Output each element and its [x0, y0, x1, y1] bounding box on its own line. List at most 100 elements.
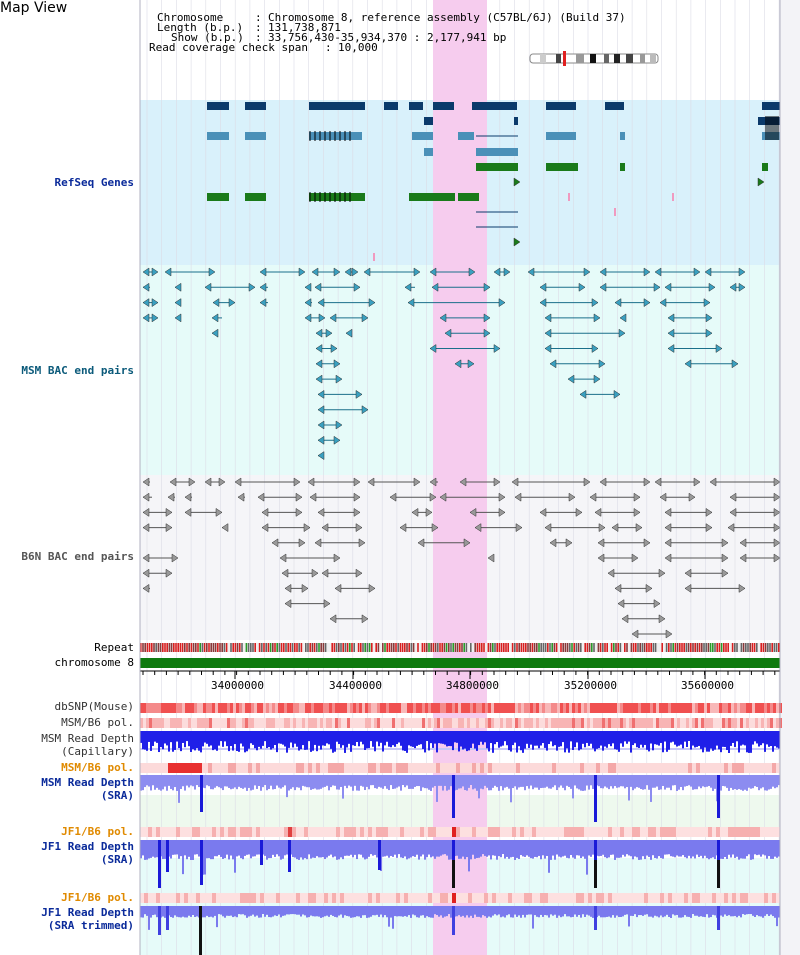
msm-depth-sra-bar	[580, 775, 582, 791]
msm-depth-cap-bar	[582, 731, 584, 744]
msm-depth-cap-bar	[486, 731, 488, 749]
msm-pol-bin	[542, 718, 545, 728]
msm-depth-cap-bar	[300, 731, 302, 750]
jf1-pol2-bin	[264, 893, 268, 903]
jf1-trim-bar	[586, 906, 588, 915]
jf1-trim-bar	[524, 906, 526, 918]
msm-depth-sra-bar	[392, 775, 394, 790]
dbsnp-bin	[428, 703, 431, 713]
repeat-element	[617, 643, 619, 652]
track-label-msm-bac[interactable]: MSM BAC end pairs	[21, 364, 134, 377]
msm-depth-sra-spike	[200, 775, 203, 812]
jf1-trim-bar	[186, 906, 188, 918]
track-label-jf1-pol[interactable]: JF1/B6 pol.	[61, 825, 134, 838]
msm-depth-cap-bar	[468, 731, 470, 751]
track-label-jf1-depth[interactable]: JF1 Read Depth	[41, 840, 134, 853]
msm-pol-bin	[380, 718, 383, 728]
jf1-pol2-bin	[580, 893, 584, 903]
track-label-dbsnp[interactable]: dbSNP(Mouse)	[54, 700, 134, 713]
track-label-msm-pol[interactable]: MSM/B6 pol.	[61, 716, 134, 729]
msm-depth-cap-bar	[530, 731, 532, 745]
jf1-pol-bin	[360, 827, 364, 837]
jf1-trim-bar	[494, 906, 496, 915]
msm-depth-cap-bar	[614, 731, 616, 750]
repeat-element	[753, 643, 756, 652]
msm-depth-cap-bar	[516, 731, 518, 753]
repeat-element	[659, 643, 661, 652]
jf1-pol-bin	[416, 827, 420, 837]
msm-pol2-bin	[204, 763, 208, 773]
jf1-trim-bar	[266, 906, 268, 915]
repeat-element	[676, 643, 679, 652]
jf1-depth-bar	[316, 840, 318, 857]
msm-pol-bin	[740, 718, 743, 728]
jf1-pol-bin	[600, 827, 604, 837]
msm-depth-sra-bar	[700, 775, 702, 789]
track-label-msm-depth-cap[interactable]: MSM Read Depth	[41, 732, 134, 745]
jf1-pol-bin	[404, 827, 408, 837]
track-label-msm-pol-2[interactable]: MSM/B6 pol.	[61, 761, 134, 774]
track-label-repeat[interactable]: Repeat	[94, 641, 134, 654]
track-label-b6n-bac[interactable]: B6N BAC end pairs	[21, 550, 134, 563]
jf1-pol2-bin	[140, 893, 144, 903]
msm-pol-bin	[602, 718, 605, 728]
msm-pol-bin	[521, 718, 524, 728]
jf1-pol-bin	[400, 827, 404, 837]
jf1-pol2-bin	[620, 893, 624, 903]
repeat-element	[274, 643, 276, 652]
msm-depth-sra-bar	[662, 775, 664, 786]
dbsnp-bin	[668, 703, 671, 713]
jf1-trim-bar	[480, 906, 482, 918]
b6n-bac-end	[399, 523, 407, 533]
jf1-trim-bar	[462, 906, 464, 916]
msm-depth-sra-bar	[734, 775, 736, 790]
msm-pol-bin	[278, 718, 281, 728]
repeat-element	[195, 643, 197, 652]
track-label-msm-depth-sra[interactable]: MSM Read Depth	[41, 776, 134, 789]
msm-depth-sra-bar	[522, 775, 524, 787]
msm-depth-cap-bar	[154, 731, 156, 742]
msm-depth-sra-bar	[622, 775, 624, 787]
jf1-depth-bar	[698, 840, 700, 858]
track-label-refseq[interactable]: RefSeq Genes	[54, 176, 134, 189]
msm-pol-bin	[179, 718, 182, 728]
track-label-chromosome[interactable]: chromosome 8	[54, 656, 134, 669]
msm-depth-sra-bar	[242, 775, 244, 789]
track-label-jf1-trim[interactable]: JF1 Read Depth	[41, 906, 134, 919]
jf1-trim-bar	[548, 906, 550, 918]
jf1-pol2-bin	[332, 893, 336, 903]
jf1-depth-bar	[738, 840, 740, 860]
track-label-jf1-pol-2[interactable]: JF1/B6 pol.	[61, 891, 134, 904]
jf1-pol2-bin	[736, 893, 740, 903]
msm-depth-cap-bar	[690, 731, 692, 750]
jf1-pol2-bin	[644, 893, 648, 903]
jf1-depth-bar	[488, 840, 490, 856]
jf1-trim-bar	[550, 906, 552, 915]
jf1-depth-bar	[176, 840, 178, 855]
jf1-trim-bar	[326, 906, 328, 916]
repeat-element	[142, 643, 144, 652]
jf1-pol2-bin	[492, 893, 496, 903]
jf1-pol2-bin	[484, 893, 488, 903]
jf1-trim-bar	[754, 906, 756, 917]
repeat-element	[250, 643, 252, 652]
msm-depth-sra-bar	[490, 775, 492, 791]
ideogram-band	[640, 54, 645, 63]
msm-depth-sra-bar	[724, 775, 726, 787]
jf1-trim-bar	[554, 906, 556, 915]
jf1-trim-bar	[726, 906, 728, 916]
b6n-bac-end	[184, 492, 192, 502]
msm-pol2-bin	[436, 763, 440, 773]
jf1-pol-bin	[552, 827, 556, 837]
msm-pol2-bin	[640, 763, 644, 773]
msm-depth-cap-bar	[316, 731, 318, 752]
msm-bac-end	[317, 405, 325, 415]
jf1-pol-hotspot	[288, 827, 292, 837]
jf1-depth-bar	[508, 840, 510, 859]
msm-depth-sra-bar	[272, 775, 274, 790]
jf1-depth-bar	[606, 840, 608, 859]
msm-pol-bin	[647, 718, 650, 728]
jf1-depth-bar	[672, 840, 674, 857]
refseq-gene-exon	[412, 132, 433, 140]
jf1-depth-bar	[690, 840, 692, 859]
